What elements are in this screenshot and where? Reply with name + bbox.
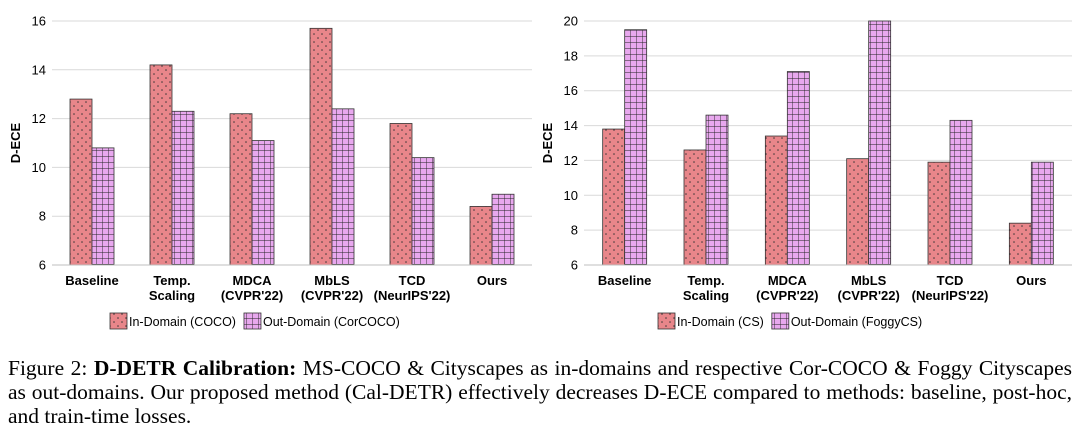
legend-swatch-in-domain [109,312,128,330]
y-tick-label: 6 [39,258,46,273]
x-tick-label: (CVPR'22) [301,288,363,303]
x-tick-label: Scaling [149,288,195,303]
bar-out-domain [949,119,973,266]
y-tick-label: 18 [564,48,578,63]
x-tick-label: Temp. [153,273,190,288]
legend-swatch-out-domain [243,312,262,330]
x-tick-label: Ours [1016,273,1046,288]
bar-out-domain [1030,161,1054,266]
caption-text: MS-COCO & Cityscapes as in-domains and r… [8,356,1072,428]
bar-out-domain [624,29,648,266]
y-tick-label: 14 [32,62,46,77]
y-tick-label: 14 [564,118,578,133]
y-tick-label: 8 [39,209,46,224]
chart-cityscapes: 6 8 10 12 14 16 18 20 D-ECE Baseline Temp.Scaling M… [540,14,1072,330]
x-tick-label: MbLS [314,273,350,288]
y-tick-label: 10 [32,160,46,175]
legend-label: Out-Domain (FoggyCS) [791,315,922,329]
bar-in-domain [69,98,93,266]
bar-in-domain [846,158,870,266]
x-tick-label: MbLS [851,273,887,288]
bar-in-domain [229,113,253,266]
bar-out-domain [171,110,195,266]
bar-out-domain [331,108,355,266]
x-tick-label: TCD [937,273,964,288]
bar-out-domain [91,147,115,266]
bar-in-domain [602,128,626,266]
x-tick-label: Temp. [687,273,724,288]
y-tick-label: 6 [571,258,578,273]
x-tick-label: (CVPR'22) [221,288,283,303]
bar-out-domain [411,157,435,266]
figure-caption: Figure 2: D-DETR Calibration: MS-COCO & … [8,356,1072,428]
bar-out-domain [786,71,810,266]
bar-in-domain [309,27,333,266]
x-tick-label: (CVPR'22) [756,288,818,303]
legend-swatch-in-domain [657,312,676,330]
legend-label: Out-Domain (CorCOCO) [263,315,400,329]
bar-out-domain [705,114,729,266]
x-tick-label: Ours [477,273,507,288]
legend-label: In-Domain (CS) [677,315,764,329]
bar-in-domain [149,64,173,266]
x-tick-label: Baseline [65,273,118,288]
y-axis-title: D-ECE [8,122,23,163]
bar-in-domain [389,123,413,266]
y-axis-title: D-ECE [540,122,555,163]
y-tick-label: 12 [32,111,46,126]
x-tick-label: Baseline [598,273,651,288]
caption-prefix: Figure 2: [8,356,94,380]
x-tick-label: (NeurIPS'22) [374,288,451,303]
bar-out-domain [251,140,275,266]
x-tick-label: TCD [399,273,426,288]
x-tick-label: (NeurIPS'22) [912,288,989,303]
y-tick-label: 16 [564,83,578,98]
bar-in-domain [1008,222,1032,266]
y-tick-label: 8 [571,223,578,238]
bar-out-domain [491,193,515,266]
y-tick-label: 10 [564,188,578,203]
bar-in-domain [469,206,493,266]
x-tick-label: Scaling [683,288,729,303]
y-tick-label: 16 [32,14,46,29]
x-tick-label: MDCA [233,273,273,288]
y-tick-label: 12 [564,153,578,168]
bar-in-domain [764,135,788,266]
bar-in-domain [683,149,707,266]
legend-label: In-Domain (COCO) [129,315,236,329]
legend-swatch-out-domain [771,312,790,330]
bar-in-domain [927,161,951,266]
caption-bold: D-DETR Calibration: [93,356,297,380]
y-tick-label: 20 [564,14,578,29]
bar-out-domain [868,20,892,266]
x-tick-label: MDCA [768,273,808,288]
x-tick-label: (CVPR'22) [838,288,900,303]
